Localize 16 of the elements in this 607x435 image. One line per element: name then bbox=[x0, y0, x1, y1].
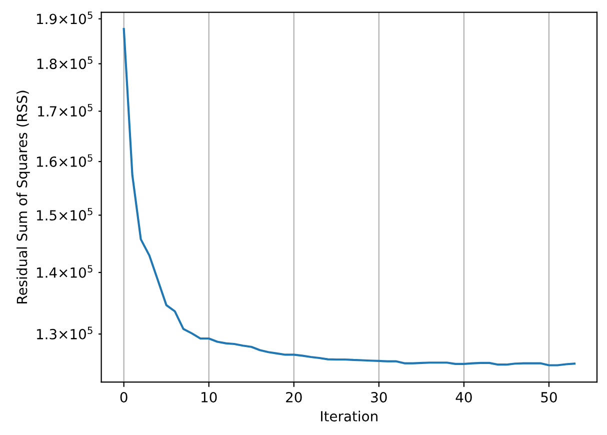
y-tick-label: 1.7×10$^{5}$ bbox=[38, 104, 92, 117]
x-tick-label: 0 bbox=[120, 392, 128, 402]
x-tick-label: 20 bbox=[286, 392, 302, 402]
x-tick-label: 30 bbox=[371, 392, 387, 402]
x-tick-label: 10 bbox=[202, 392, 217, 402]
y-tick-label: 1.9×10$^{5}$ bbox=[37, 12, 92, 24]
y-tick-label: 1.8×10$^{5}$ bbox=[37, 56, 92, 70]
y-tick-label: 1.6×10$^{5}$ bbox=[37, 154, 92, 167]
x-axis-title: Iteration bbox=[321, 410, 378, 422]
y-axis-title: Residual Sum of Squares (RSS) bbox=[16, 90, 30, 304]
x-tick-label: 50 bbox=[541, 392, 557, 402]
y-tick-label: 1.4×10$^{5}$ bbox=[37, 265, 92, 278]
y-tick-label: 1.3×10$^{5}$ bbox=[37, 326, 92, 340]
y-tick-label: 1.5×10$^{5}$ bbox=[37, 208, 92, 221]
x-tick-label: 40 bbox=[456, 392, 472, 402]
line-series bbox=[122, 28, 576, 366]
